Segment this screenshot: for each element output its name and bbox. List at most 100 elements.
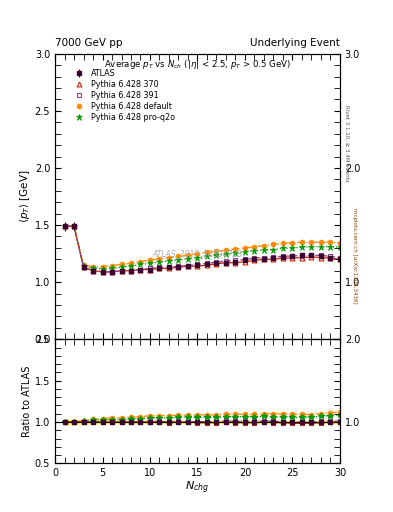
Text: mcplots.cern.ch [arXiv:1306.3436]: mcplots.cern.ch [arXiv:1306.3436] (352, 208, 357, 304)
Pythia 6.428 391 (91, 268, 95, 274)
Pythia 6.428 370 (242, 259, 247, 265)
Pythia 6.428 370 (148, 267, 152, 273)
Pythia 6.428 pro-q2o (338, 244, 342, 250)
Pythia 6.428 default (252, 244, 257, 250)
Pythia 6.428 pro-q2o (262, 247, 266, 253)
Pythia 6.428 391 (242, 256, 247, 262)
Pythia 6.428 pro-q2o (205, 253, 209, 260)
Pythia 6.428 default (224, 247, 228, 253)
Pythia 6.428 391 (148, 265, 152, 271)
Pythia 6.428 default (148, 257, 152, 263)
Pythia 6.428 391 (252, 255, 257, 261)
Pythia 6.428 default (195, 250, 200, 257)
Text: Average $p_T$ vs $N_{ch}$ ($|\eta|$ < 2.5, $p_T$ > 0.5 GeV): Average $p_T$ vs $N_{ch}$ ($|\eta|$ < 2.… (104, 58, 291, 71)
Pythia 6.428 391 (262, 254, 266, 261)
Legend: ATLAS, Pythia 6.428 370, Pythia 6.428 391, Pythia 6.428 default, Pythia 6.428 pr: ATLAS, Pythia 6.428 370, Pythia 6.428 39… (68, 67, 178, 124)
Pythia 6.428 391 (328, 253, 333, 260)
Pythia 6.428 pro-q2o (119, 264, 124, 270)
Pythia 6.428 370 (205, 262, 209, 268)
Pythia 6.428 391 (319, 252, 323, 259)
Pythia 6.428 default (328, 239, 333, 245)
Pythia 6.428 370 (262, 256, 266, 262)
Pythia 6.428 391 (176, 263, 181, 269)
Pythia 6.428 default (129, 260, 133, 266)
Pythia 6.428 pro-q2o (167, 258, 171, 264)
Pythia 6.428 pro-q2o (242, 249, 247, 255)
Pythia 6.428 391 (233, 258, 238, 264)
Pythia 6.428 370 (185, 263, 190, 269)
Pythia 6.428 370 (252, 258, 257, 264)
Text: ATLAS_2010_S8894728: ATLAS_2010_S8894728 (152, 249, 242, 258)
Y-axis label: $\langle p_T \rangle$ [GeV]: $\langle p_T \rangle$ [GeV] (18, 170, 32, 223)
Pythia 6.428 370 (157, 265, 162, 271)
X-axis label: $N_{chg}$: $N_{chg}$ (185, 480, 209, 496)
Pythia 6.428 391 (129, 268, 133, 274)
Pythia 6.428 391 (271, 254, 276, 260)
Pythia 6.428 pro-q2o (328, 244, 333, 250)
Pythia 6.428 391 (214, 259, 219, 265)
Pythia 6.428 391 (290, 253, 295, 259)
Pythia 6.428 default (319, 239, 323, 245)
Pythia 6.428 391 (205, 260, 209, 266)
Pythia 6.428 391 (157, 264, 162, 270)
Pythia 6.428 default (205, 249, 209, 255)
Pythia 6.428 default (214, 248, 219, 254)
Pythia 6.428 370 (338, 256, 342, 262)
Pythia 6.428 pro-q2o (309, 244, 314, 250)
Pythia 6.428 370 (271, 256, 276, 262)
Pythia 6.428 default (242, 245, 247, 251)
Y-axis label: Ratio to ATLAS: Ratio to ATLAS (22, 366, 32, 437)
Pythia 6.428 pro-q2o (91, 265, 95, 271)
Pythia 6.428 pro-q2o (233, 250, 238, 256)
Pythia 6.428 default (138, 259, 143, 265)
Pythia 6.428 370 (176, 264, 181, 270)
Pythia 6.428 default (338, 240, 342, 246)
Pythia 6.428 370 (110, 269, 114, 275)
Line: Pythia 6.428 391: Pythia 6.428 391 (62, 224, 342, 274)
Pythia 6.428 391 (62, 223, 67, 229)
Line: Pythia 6.428 370: Pythia 6.428 370 (62, 224, 342, 274)
Pythia 6.428 370 (281, 255, 285, 261)
Pythia 6.428 370 (328, 255, 333, 261)
Pythia 6.428 391 (138, 267, 143, 273)
Pythia 6.428 default (281, 240, 285, 246)
Pythia 6.428 370 (129, 268, 133, 274)
Pythia 6.428 default (157, 255, 162, 262)
Pythia 6.428 default (262, 243, 266, 249)
Pythia 6.428 391 (110, 269, 114, 275)
Pythia 6.428 391 (224, 258, 228, 264)
Text: 7000 GeV pp: 7000 GeV pp (55, 38, 123, 48)
Pythia 6.428 370 (299, 254, 304, 261)
Line: Pythia 6.428 pro-q2o: Pythia 6.428 pro-q2o (61, 223, 343, 272)
Text: Rivet 3.1.10, ≥ 3.4M events: Rivet 3.1.10, ≥ 3.4M events (344, 105, 349, 182)
Pythia 6.428 pro-q2o (299, 244, 304, 250)
Pythia 6.428 391 (81, 264, 86, 270)
Pythia 6.428 370 (138, 267, 143, 273)
Pythia 6.428 pro-q2o (185, 255, 190, 262)
Pythia 6.428 default (309, 239, 314, 245)
Pythia 6.428 370 (119, 268, 124, 274)
Pythia 6.428 370 (290, 255, 295, 261)
Pythia 6.428 370 (224, 260, 228, 266)
Pythia 6.428 370 (167, 265, 171, 271)
Line: Pythia 6.428 default: Pythia 6.428 default (62, 224, 342, 269)
Pythia 6.428 pro-q2o (176, 257, 181, 263)
Pythia 6.428 default (100, 264, 105, 270)
Pythia 6.428 default (233, 246, 238, 252)
Pythia 6.428 pro-q2o (72, 223, 76, 229)
Pythia 6.428 pro-q2o (252, 248, 257, 254)
Pythia 6.428 pro-q2o (195, 254, 200, 261)
Pythia 6.428 default (176, 253, 181, 260)
Pythia 6.428 370 (319, 254, 323, 261)
Pythia 6.428 370 (214, 261, 219, 267)
Pythia 6.428 391 (119, 268, 124, 274)
Pythia 6.428 391 (72, 223, 76, 229)
Pythia 6.428 391 (309, 252, 314, 259)
Pythia 6.428 391 (185, 263, 190, 269)
Pythia 6.428 pro-q2o (290, 245, 295, 251)
Pythia 6.428 default (167, 254, 171, 261)
Pythia 6.428 default (72, 223, 76, 229)
Pythia 6.428 pro-q2o (319, 244, 323, 250)
Pythia 6.428 pro-q2o (271, 246, 276, 252)
Pythia 6.428 370 (91, 268, 95, 274)
